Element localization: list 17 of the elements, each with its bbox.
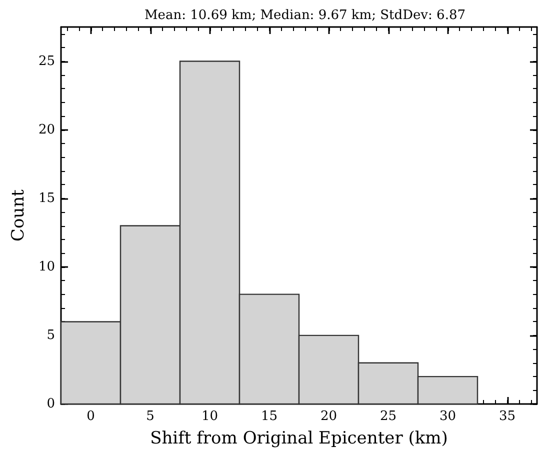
y-tick-label: 10 <box>38 259 55 274</box>
y-tick-label: 5 <box>46 328 55 343</box>
x-tick-label: 25 <box>380 409 397 424</box>
x-tick-label: 0 <box>86 409 95 424</box>
x-tick-label: 30 <box>439 409 456 424</box>
x-tick-label: 15 <box>260 409 278 424</box>
x-tick-label: 10 <box>201 409 218 424</box>
x-tick-label: 5 <box>146 409 154 424</box>
y-axis-title: Count <box>8 189 28 242</box>
x-axis-title: Shift from Original Epicenter (km) <box>150 428 448 448</box>
y-tick-label: 20 <box>38 122 55 138</box>
x-tick-label: 35 <box>498 409 516 424</box>
chart-title: Mean: 10.69 km; Median: 9.67 km; StdDev: 6.87 <box>144 8 466 23</box>
y-tick-label: 25 <box>38 54 55 69</box>
y-tick-label: 0 <box>46 396 55 412</box>
y-tick-label: 15 <box>38 190 55 206</box>
x-tick-label: 20 <box>320 409 338 424</box>
